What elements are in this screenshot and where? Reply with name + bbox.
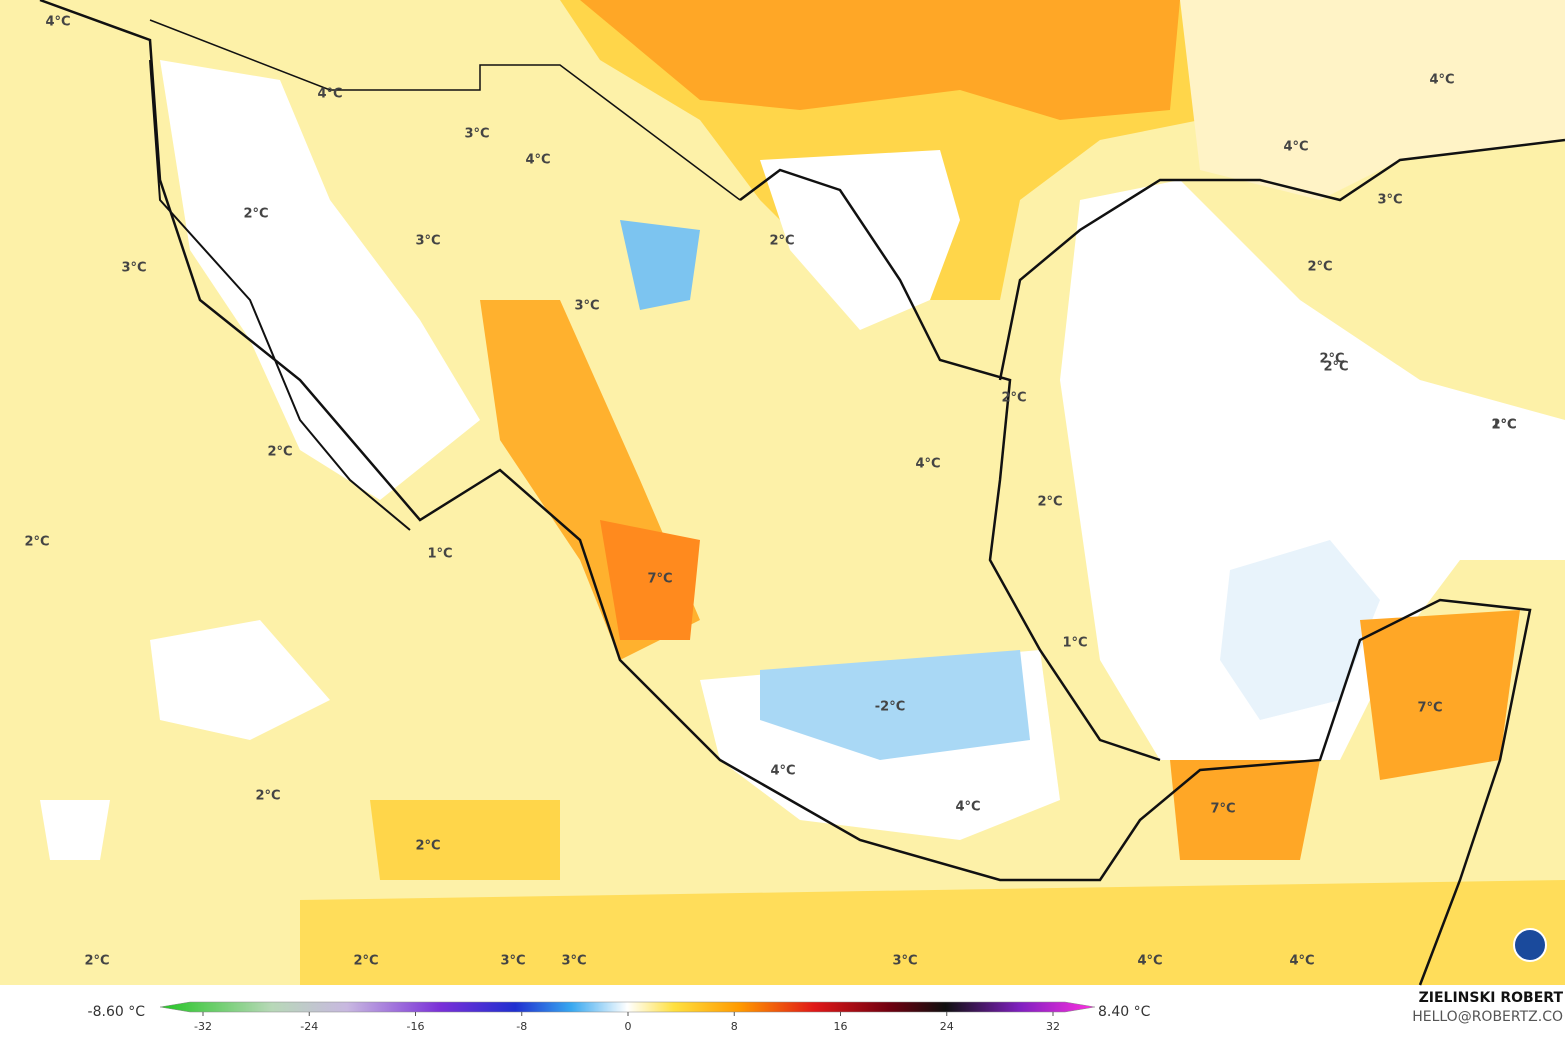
contour-label: 2°C [243, 207, 268, 222]
credit-author: ZIELINSKI ROBERT [1419, 990, 1564, 1006]
contour-label: -2°C [875, 700, 905, 715]
contour-label: 2°C [353, 954, 378, 969]
contour-label: 7°C [647, 572, 672, 587]
contour-label: 3°C [121, 261, 146, 276]
contour-label: 3°C [892, 954, 917, 969]
contour-label: 4°C [770, 764, 795, 779]
legend-ticks: -32 -24 -16 -8 0 8 16 24 32 [194, 1012, 1060, 1033]
contour-label: 2°C [769, 234, 794, 249]
map [0, 0, 1565, 986]
contour-label: 1°C [1062, 636, 1087, 651]
legend-tick-label: -32 [194, 1020, 212, 1033]
contour-label: 2°C [84, 954, 109, 969]
contour-label: 4°C [1429, 73, 1454, 88]
legend-tick-label: 24 [940, 1020, 954, 1033]
legend-tick-label: 0 [625, 1020, 632, 1033]
contour-label: 2°C [1037, 495, 1062, 510]
contour-label: 4°C [1283, 140, 1308, 155]
contour-label: 4°C [45, 15, 70, 30]
contour-label: 2°C [267, 445, 292, 460]
contour-label: 2°C [415, 839, 440, 854]
contour-label: 2°C [24, 535, 49, 550]
contour-label: 1°C [1491, 418, 1516, 433]
legend-tick-label: -24 [300, 1020, 318, 1033]
contour-label: 2°C [1307, 260, 1332, 275]
contour-label: 7°C [1417, 701, 1442, 716]
contour-label: 1°C [427, 547, 452, 562]
legend-tick-label: 16 [834, 1020, 848, 1033]
contour-label: 2°C [1001, 391, 1026, 406]
contour-label: 7°C [1210, 802, 1235, 817]
contour-label: 2°C [255, 789, 280, 804]
legend-tick-label: 8 [731, 1020, 738, 1033]
contour-label: 3°C [415, 234, 440, 249]
contour-label: 4°C [317, 87, 342, 102]
contour-label: 4°C [955, 800, 980, 815]
contour-label: 4°C [1137, 954, 1162, 969]
contour-label: 3°C [574, 299, 599, 314]
contour-labels: 4°C4°C3°C4°C2°C3°C3°C3°C2°C2°C2°C1°C2°C7… [24, 15, 1516, 969]
contour-label: 2°C [1319, 352, 1344, 367]
credit-email: HELLO@ROBERTZ.CO [1412, 1009, 1563, 1025]
contour-label: 4°C [915, 457, 940, 472]
legend-tick-label: -16 [407, 1020, 425, 1033]
contour-label: 4°C [525, 153, 550, 168]
legend-max: 8.40 °C [1098, 1004, 1151, 1020]
contour-label: 4°C [1289, 954, 1314, 969]
contour-label: 3°C [500, 954, 525, 969]
legend: -8.60 °C 8.40 °C -32 -24 -16 -8 0 8 16 24 32 [88, 1001, 1151, 1033]
contour-label: 3°C [561, 954, 586, 969]
noaa-logo [1513, 928, 1547, 962]
contour-label: 3°C [464, 127, 489, 142]
contour-label: 2°C [1323, 360, 1348, 375]
contour-label: 2°C [1491, 418, 1516, 433]
legend-min: -8.60 °C [88, 1004, 146, 1020]
legend-tick-label: 32 [1046, 1020, 1060, 1033]
legend-tick-label: -8 [516, 1020, 527, 1033]
contour-label: 3°C [1377, 193, 1402, 208]
